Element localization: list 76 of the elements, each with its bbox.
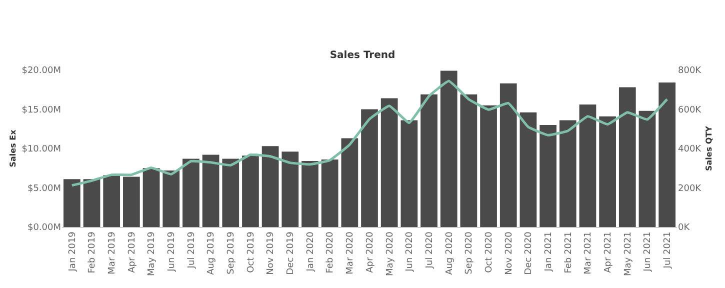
y2-tick-label: 0K (678, 223, 691, 234)
x-tick-label: Aug 2019 (206, 231, 217, 275)
x-tick-label: Feb 2020 (326, 231, 336, 274)
bar (658, 82, 676, 227)
x-tick-label: May 2019 (147, 231, 158, 276)
bar (123, 176, 140, 227)
line-series (70, 80, 668, 187)
x-tick-label: Jan 2019 (68, 231, 78, 272)
bar (520, 112, 537, 227)
bar (361, 109, 378, 227)
bar (83, 179, 100, 227)
x-tick-label: Mar 2021 (584, 232, 594, 274)
bar (400, 120, 418, 227)
x-tick-label: Feb 2019 (88, 231, 98, 274)
bar (302, 161, 318, 227)
y-axis-title: Sales Ex (8, 128, 18, 168)
x-tick-label: Jan 2020 (306, 231, 316, 272)
x-tick-label: Sep 2020 (464, 231, 475, 274)
bar (500, 83, 517, 227)
x-tick-label: Mar 2019 (108, 231, 118, 274)
x-tick-label: Jun 2019 (167, 231, 178, 272)
y2-tick-label: 600K (678, 105, 702, 116)
bar (638, 110, 656, 227)
bar (142, 168, 160, 227)
y2-tick-label: 800K (678, 66, 702, 76)
x-tick-label: May 2021 (623, 232, 634, 276)
x-tick-label: Aug 2020 (444, 231, 455, 275)
y-tick-label: $10.00M (22, 144, 61, 155)
x-tick-label: Nov 2019 (266, 231, 276, 275)
x-tick-label: Dec 2019 (286, 231, 296, 275)
x-tick-label: Oct 2019 (246, 231, 256, 273)
bar (440, 70, 458, 227)
bar (579, 104, 596, 227)
bar (380, 98, 398, 227)
bar (540, 124, 556, 227)
bar (559, 120, 576, 227)
bar (420, 94, 438, 227)
bar (202, 154, 220, 227)
bar (242, 156, 259, 227)
x-tick-label: Nov 2020 (504, 231, 514, 275)
y-tick-label: $20.00M (22, 66, 61, 76)
bar (341, 138, 358, 227)
x-tick-label: Apr 2019 (127, 231, 138, 273)
x-tick-label: Jul 2019 (186, 231, 197, 270)
bar (182, 158, 200, 227)
x-tick-label: Jun 2020 (405, 231, 416, 272)
x-tick-label: Jul 2020 (424, 231, 435, 270)
y-tick-label: $0.00M (27, 223, 61, 234)
y-tick-label: $5.00M (27, 184, 61, 194)
bar (262, 146, 279, 227)
bar (63, 179, 80, 227)
x-tick-label: Dec 2020 (524, 231, 534, 275)
y-tick-label: $15.00M (22, 105, 61, 116)
x-tick-label: Apr 2020 (365, 231, 376, 273)
bar (222, 158, 240, 227)
bar (321, 159, 338, 227)
bar (162, 170, 180, 227)
x-tick-label: Jul 2021 (663, 232, 674, 270)
bar (599, 116, 616, 227)
x-tick-label: Apr 2021 (603, 232, 614, 273)
x-tick-label: Sep 2019 (226, 231, 237, 274)
bar (282, 152, 299, 227)
x-tick-label: Jan 2021 (544, 232, 554, 272)
bar (103, 175, 120, 227)
y2-tick-label: 400K (678, 144, 702, 155)
bar (460, 94, 478, 227)
x-tick-label: Feb 2021 (564, 232, 574, 274)
bar (480, 105, 497, 227)
x-tick-label: Mar 2020 (346, 231, 356, 274)
y2-axis-title: Sales QTY (704, 126, 714, 171)
y2-tick-label: 200K (678, 184, 702, 194)
chart-title: Sales Trend (330, 50, 396, 62)
bar (618, 87, 636, 227)
x-tick-label: Jun 2021 (643, 232, 654, 272)
x-tick-label: Oct 2020 (484, 231, 494, 273)
x-tick-label: May 2020 (385, 231, 396, 276)
